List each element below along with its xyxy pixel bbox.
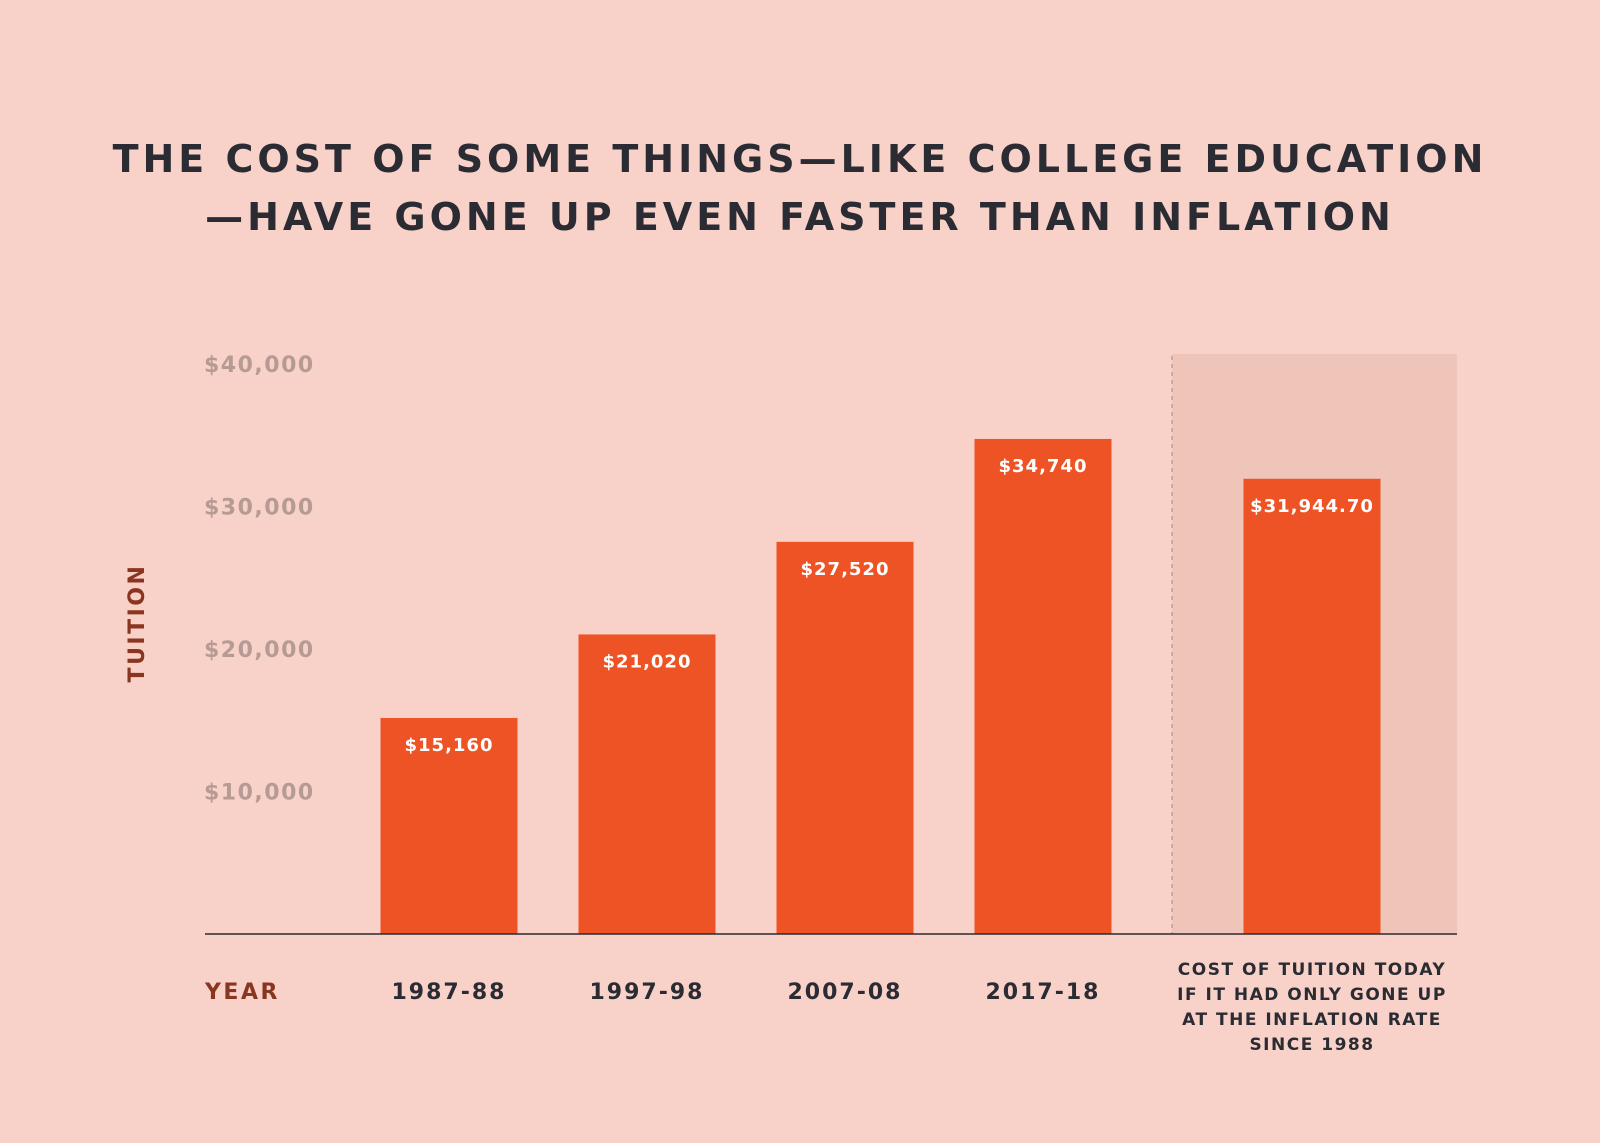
- bar-value-label: $21,020: [603, 651, 692, 672]
- bar: [776, 541, 914, 934]
- y-tick-label: $40,000: [204, 353, 315, 378]
- bar: [578, 634, 716, 934]
- y-tick-label: $20,000: [204, 638, 315, 663]
- x-tick-label-line: COST OF TUITION TODAY: [1178, 960, 1446, 980]
- x-tick-label-line: SINCE 1988: [1249, 1035, 1374, 1055]
- x-tick-label: 2007-08: [788, 980, 903, 1005]
- bar: [1243, 478, 1381, 934]
- x-tick-label-line: IF IT HAD ONLY GONE UP: [1177, 985, 1447, 1005]
- x-tick-label-line: AT THE INFLATION RATE: [1182, 1010, 1442, 1030]
- x-axis-label: YEAR: [204, 980, 280, 1005]
- y-tick-label: $10,000: [204, 781, 315, 806]
- chart-title: THE COST OF SOME THINGS—LIKE COLLEGE EDU…: [113, 137, 1488, 239]
- y-axis-ticks: $10,000 $20,000 $30,000 $40,000: [204, 353, 315, 806]
- x-tick-label: 2017-18: [986, 980, 1101, 1005]
- y-tick-label: $30,000: [204, 496, 315, 521]
- bar: [380, 717, 518, 934]
- x-axis-ticks: 1987-88 1997-98 2007-08 2017-18 COST OF TUIT…: [392, 960, 1447, 1055]
- x-tick-label: 1987-88: [392, 980, 507, 1005]
- bar: [974, 438, 1112, 934]
- bar-value-label: $31,944.70: [1250, 496, 1374, 517]
- bar-value-label: $34,740: [999, 456, 1088, 477]
- bars: $15,160 $21,020 $27,520 $34,740 $31,944.70: [380, 438, 1381, 934]
- y-axis-label: TUITION: [125, 564, 150, 683]
- chart-title-line: —HAVE GONE UP EVEN FASTER THAN INFLATION: [205, 195, 1395, 239]
- x-tick-label: 1997-98: [590, 980, 705, 1005]
- bar-value-label: $15,160: [405, 735, 494, 756]
- chart-title-line: THE COST OF SOME THINGS—LIKE COLLEGE EDU…: [113, 137, 1488, 181]
- bar-value-label: $27,520: [801, 559, 890, 580]
